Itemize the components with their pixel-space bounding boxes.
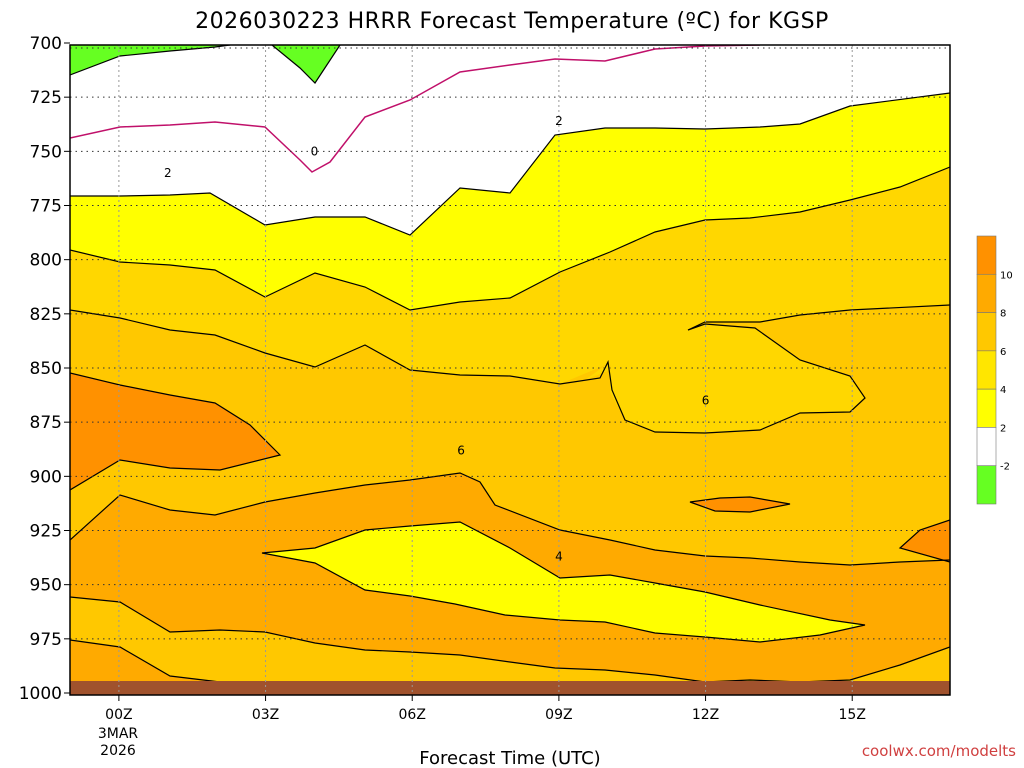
y-tick-label: 925 — [30, 522, 62, 542]
band-4-6-lower — [70, 597, 950, 695]
temperature-field — [70, 45, 950, 695]
y-tick-label: 975 — [30, 630, 62, 650]
y-tick-label: 775 — [30, 197, 62, 217]
contour-6-lower — [70, 472, 950, 566]
contour-label: 2 — [555, 114, 563, 128]
y-tick-label: 950 — [30, 576, 62, 596]
y-tick-label: 750 — [30, 142, 62, 162]
x-tick-label: 06Z — [399, 707, 426, 723]
colorbar-swatch — [976, 273, 997, 313]
y-tick-label: 875 — [30, 413, 62, 433]
plot-frame — [69, 44, 951, 696]
date-line-1: 3MAR — [98, 726, 139, 742]
grid — [70, 45, 950, 695]
contour-labels: 0 2 2 6 6 4 — [164, 114, 709, 564]
date-line-2: 2026 — [100, 743, 136, 759]
contour-8-small — [689, 496, 791, 513]
colorbar-tick-label: 2 — [1000, 423, 1006, 434]
y-tick-label: 700 — [30, 34, 62, 54]
x-tick-label: 09Z — [545, 707, 572, 723]
contour-lines — [70, 45, 950, 683]
colorbar-swatch — [976, 312, 997, 352]
colorbar-swatch — [976, 350, 997, 390]
band-2-4-lower — [262, 522, 865, 642]
colorbar: 10 8 6 4 2 -2 — [976, 235, 1013, 505]
contour-6-bottom — [70, 639, 221, 683]
contour-4-lower — [261, 521, 866, 643]
band-8-10-left — [70, 373, 280, 490]
colorbar-swatch — [976, 235, 997, 275]
contour-label: 0 — [311, 144, 319, 158]
contour-4-upper — [70, 166, 950, 311]
y-axis: 700 725 750 775 800 825 850 875 900 925 950 975 1000 — [19, 34, 70, 704]
colorbar-swatch — [976, 388, 997, 428]
chart-title: 2026030223 HRRR Forecast Temperature (ºC… — [195, 9, 829, 34]
contour-2-upper — [70, 92, 950, 236]
contour-label: 6 — [457, 443, 465, 457]
y-tick-label: 800 — [30, 251, 62, 271]
x-tick-label: 12Z — [692, 707, 719, 723]
y-tick-label: 1000 — [19, 684, 62, 704]
contour-label: 4 — [555, 550, 563, 564]
colorbar-tick-label: -2 — [1000, 462, 1010, 473]
contour-label: 2 — [164, 166, 172, 180]
y-tick-label: 900 — [30, 467, 62, 487]
band-8-10-small — [690, 497, 790, 512]
x-tick-label: 00Z — [105, 707, 132, 723]
x-tick-label: 15Z — [839, 707, 866, 723]
colorbar-swatch — [976, 465, 997, 505]
y-tick-label: 725 — [30, 88, 62, 108]
contour-minus2-left — [70, 45, 231, 76]
band-0-2 — [70, 45, 950, 235]
contour-8-left — [70, 372, 282, 491]
colorbar-tick-label: 6 — [1000, 347, 1006, 358]
x-axis: 00Z 03Z 06Z 09Z 12Z 15Z — [105, 695, 866, 723]
contour-0-freezing — [70, 45, 761, 173]
band-6-8-bottom — [70, 640, 220, 682]
contour-label: 6 — [702, 394, 710, 408]
contour-8-right — [898, 519, 950, 563]
contour-minus2-mid — [271, 45, 341, 84]
x-tick-label: 03Z — [252, 707, 279, 723]
contour-6-upper — [70, 304, 950, 434]
band-below-minus2-mid — [272, 45, 340, 83]
x-axis-label: Forecast Time (UTC) — [419, 748, 600, 768]
credit-text: coolwx.com/modelts — [862, 742, 1016, 760]
colorbar-tick-label: 8 — [1000, 309, 1006, 320]
colorbar-tick-label: 10 — [1000, 270, 1013, 281]
colorbar-tick-label: 4 — [1000, 385, 1006, 396]
y-tick-label: 850 — [30, 359, 62, 379]
band-below-minus2-left — [70, 45, 230, 75]
ground-strip — [70, 681, 950, 695]
y-tick-label: 825 — [30, 305, 62, 325]
colorbar-swatch — [976, 427, 997, 467]
